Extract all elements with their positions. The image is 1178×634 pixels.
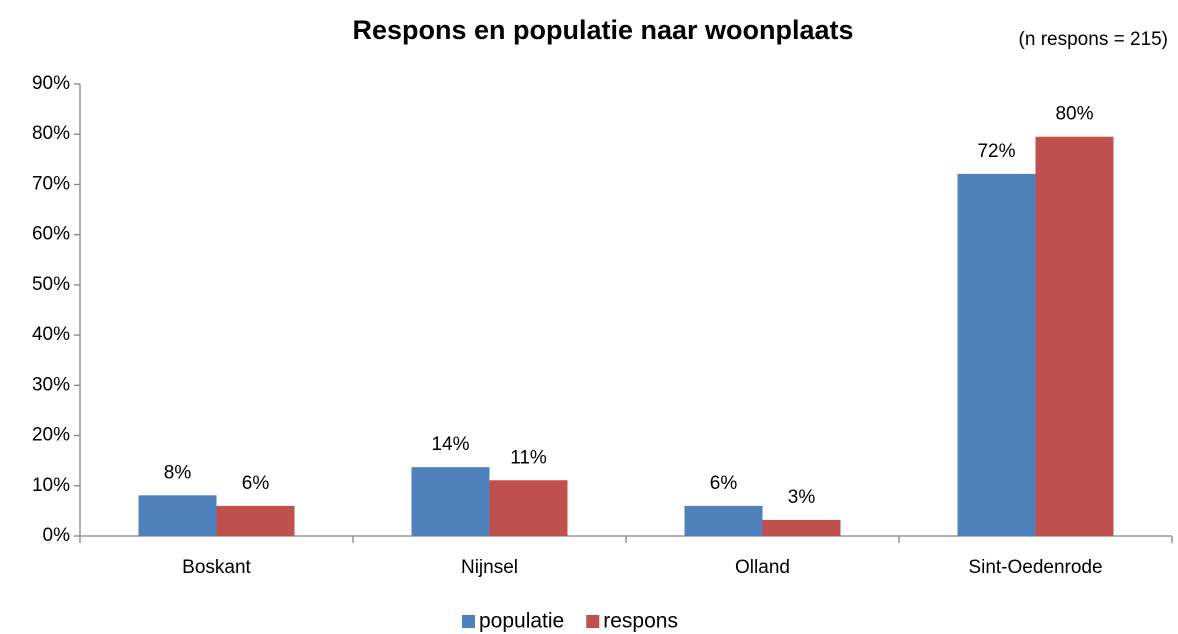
legend-swatch — [462, 615, 475, 628]
x-tick-label: Olland — [735, 557, 790, 578]
value-label: 14% — [431, 434, 469, 455]
bar — [489, 480, 568, 536]
value-label: 3% — [788, 487, 816, 508]
value-label: 8% — [164, 462, 192, 483]
bar — [762, 519, 841, 536]
legend-swatch — [586, 615, 600, 628]
y-tick-label: 60% — [32, 224, 70, 245]
x-tick-label: Boskant — [182, 557, 251, 578]
bar — [684, 505, 763, 536]
x-tick-label: Sint-Oedenrode — [968, 557, 1102, 578]
value-label: 72% — [977, 141, 1015, 162]
bar — [957, 173, 1036, 537]
value-label: 11% — [510, 447, 547, 468]
y-tick-label: 40% — [32, 324, 70, 345]
y-tick-label: 70% — [32, 173, 70, 194]
y-tick-label: 0% — [43, 525, 71, 546]
y-tick-label: 90% — [32, 73, 70, 94]
y-tick-label: 50% — [32, 274, 70, 295]
value-label: 6% — [710, 473, 738, 494]
bar — [138, 495, 217, 536]
chart-title: Respons en populatie naar woonplaats — [352, 15, 853, 45]
value-label: 6% — [242, 473, 270, 494]
y-tick-label: 80% — [32, 123, 70, 144]
bar — [216, 505, 295, 536]
y-tick-label: 10% — [32, 475, 70, 496]
y-tick-label: 30% — [32, 374, 70, 395]
bar — [411, 467, 490, 536]
bar — [1035, 136, 1114, 536]
chart-subtitle: (n respons = 215) — [1019, 29, 1168, 50]
y-tick-label: 20% — [32, 425, 70, 446]
legend-label: respons — [603, 610, 678, 633]
x-tick-label: Nijnsel — [461, 557, 518, 578]
legend-label: populatie — [479, 610, 564, 633]
value-label: 80% — [1055, 104, 1093, 125]
